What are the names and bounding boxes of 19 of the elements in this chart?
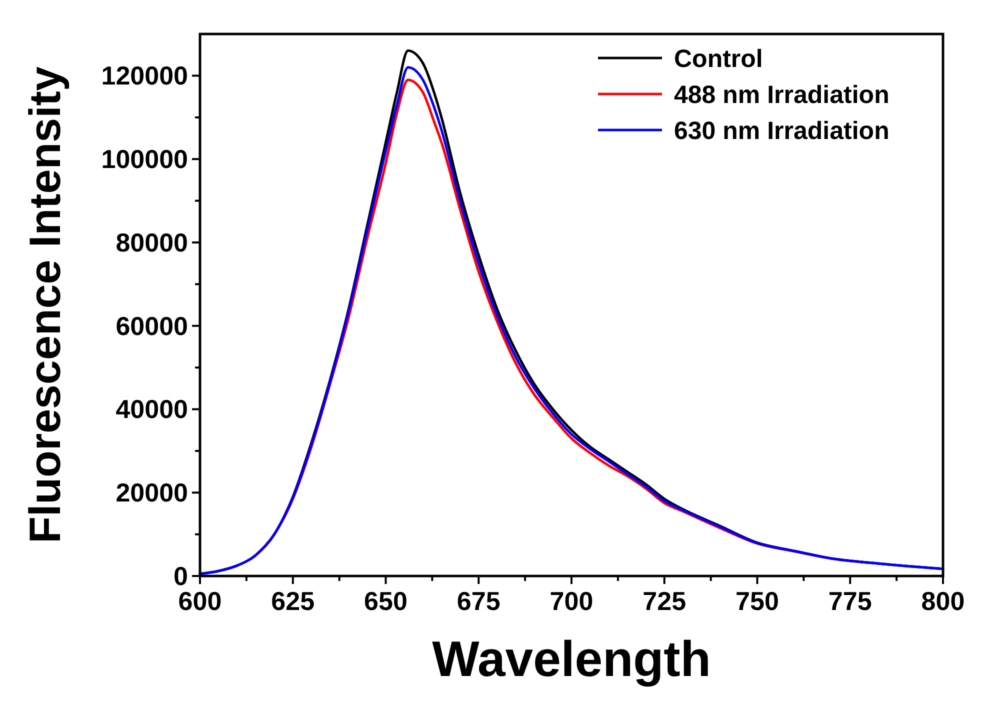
x-tick-label: 750 — [736, 586, 779, 616]
legend-label: Control — [674, 45, 763, 73]
y-tick-label: 20000 — [116, 478, 188, 508]
x-tick-label: 700 — [550, 586, 594, 616]
x-tick-label: 725 — [642, 586, 686, 616]
x-tick-label: 775 — [828, 586, 872, 616]
y-tick-label: 40000 — [116, 394, 188, 424]
x-tick-label: 625 — [271, 586, 315, 616]
x-tick-label: 650 — [364, 586, 408, 616]
legend-label: 630 nm Irradiation — [674, 117, 890, 145]
y-tick-label: 60000 — [116, 310, 188, 341]
x-tick-label: 675 — [456, 586, 500, 616]
y-axis-title: Fluorescence Intensity — [21, 66, 70, 544]
legend-label: 488 nm Irradiation — [674, 81, 890, 109]
y-tick-label: 80000 — [116, 227, 188, 258]
y-tick-label: 120000 — [101, 60, 188, 91]
y-tick-label: 100000 — [101, 144, 188, 174]
x-tick-label: 800 — [921, 586, 965, 616]
x-axis-title: Wavelength — [432, 631, 711, 687]
